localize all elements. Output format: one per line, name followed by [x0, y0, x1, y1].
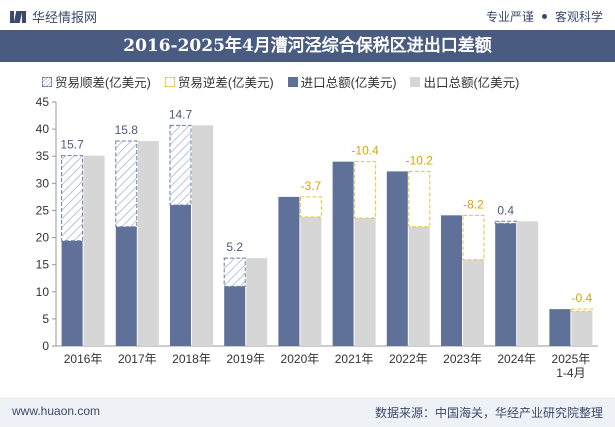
balance-data-label: -8.2 — [463, 197, 484, 211]
balance-data-label: 15.8 — [115, 123, 139, 137]
y-tick-label: 35 — [36, 149, 50, 163]
balance-data-label: -3.7 — [301, 179, 322, 193]
import-bar — [170, 205, 191, 346]
brand: 华经情报网 — [10, 7, 97, 26]
surplus-bar — [115, 140, 138, 228]
brand-name: 华经情报网 — [32, 10, 98, 25]
balance-data-label: 14.7 — [169, 107, 193, 121]
title-bar: 2016-2025年4月漕河泾综合保税区进出口差额 — [0, 30, 615, 62]
y-tick-label: 40 — [36, 122, 50, 136]
footer-source: 数据来源：中国海关，华经产业研究院整理 — [374, 406, 603, 420]
footer-site-link[interactable]: www.huaon.com — [12, 404, 101, 418]
x-tick-label: 2018年 — [172, 352, 211, 366]
x-tick-label: 2024年 — [497, 352, 536, 366]
balance-data-label: -10.4 — [351, 144, 379, 158]
legend-item-import: 进口总额(亿美元) — [287, 72, 397, 91]
huajing-logo-icon — [10, 9, 26, 25]
deficit-bar — [462, 214, 485, 261]
legend-item-deficit: 贸易逆差(亿美元) — [164, 72, 274, 91]
x-tick-label: 2019年 — [226, 352, 265, 366]
x-tick-label: 1-4月 — [556, 366, 585, 380]
legend-label-deficit: 贸易逆差(亿美元) — [177, 76, 274, 90]
y-tick-label: 10 — [36, 285, 50, 299]
surplus-bar — [223, 257, 246, 287]
legend-swatch-export — [410, 76, 421, 87]
export-bar — [246, 258, 268, 346]
x-tick-label: 2017年 — [118, 352, 157, 366]
balance-data-label: 5.2 — [226, 240, 243, 254]
y-tick-label: 25 — [36, 203, 50, 217]
y-tick-label: 0 — [42, 339, 49, 353]
balance-data-label: 15.7 — [60, 138, 84, 152]
balance-data-label: 0.4 — [497, 203, 514, 217]
x-tick-label: 2023年 — [443, 352, 482, 366]
export-bar — [300, 216, 322, 346]
footer-bar: www.huaon.com 数据来源：中国海关，华经产业研究院整理 — [0, 397, 615, 427]
legend-item-surplus: 贸易顺差(亿美元) — [42, 72, 151, 91]
import-bar — [278, 196, 300, 346]
top-bar: 华经情报网 专业严谨 客观科学 — [0, 0, 615, 30]
import-bar — [386, 171, 408, 346]
y-tick-label: 30 — [36, 176, 50, 190]
import-bar — [115, 226, 137, 346]
balance-data-label: -0.4 — [572, 291, 593, 305]
y-tick-label: 45 — [36, 95, 50, 109]
import-bar — [549, 309, 571, 346]
y-tick-label: 5 — [42, 312, 49, 326]
export-bar — [354, 218, 376, 346]
slogan-tag-2: 客观科学 — [554, 10, 603, 24]
import-bar — [61, 240, 83, 346]
x-tick-label: 2020年 — [281, 352, 320, 366]
export-bar — [137, 141, 159, 346]
x-tick-label: 2016年 — [64, 352, 103, 366]
surplus-bar — [61, 155, 84, 242]
bar-chart: 0 5 10 15 20 25 30 35 40 45 2016年 2017年 2018年 2019年 20… — [36, 95, 598, 380]
slogan: 专业严谨 客观科学 — [486, 8, 603, 25]
x-tick-label: 2022年 — [389, 352, 428, 366]
deficit-bar — [354, 161, 377, 219]
export-bar — [463, 259, 484, 346]
slogan-tag-1: 专业严谨 — [485, 10, 534, 24]
export-bar — [571, 311, 593, 346]
import-bar — [332, 161, 354, 346]
deficit-bar — [299, 196, 322, 218]
export-bar — [517, 221, 539, 346]
import-bar — [441, 215, 462, 346]
legend-swatch-surplus — [42, 76, 52, 87]
legend-label-import: 进口总额(亿美元) — [300, 76, 397, 90]
legend-label-export: 出口总额(亿美元) — [423, 76, 520, 90]
legend-label-surplus: 贸易顺差(亿美元) — [55, 76, 151, 90]
surplus-bar — [494, 220, 517, 224]
export-bar — [192, 125, 213, 346]
legend-swatch-import — [287, 76, 298, 87]
bullet-dot-icon — [541, 14, 547, 19]
surplus-bar — [169, 124, 192, 206]
y-tick-label: 20 — [36, 231, 50, 245]
balance-data-label: -10.2 — [406, 153, 434, 167]
import-bar — [224, 286, 246, 346]
import-bar — [495, 223, 517, 346]
x-tick-label: 2025年 — [552, 352, 591, 366]
y-tick-label: 15 — [36, 258, 50, 272]
legend-swatch-deficit — [164, 76, 175, 87]
chart-title: 2016-2025年4月漕河泾综合保税区进出口差额 — [123, 36, 492, 56]
export-bar — [408, 226, 430, 346]
deficit-bar — [570, 308, 593, 312]
legend-item-export: 出口总额(亿美元) — [410, 72, 519, 91]
chart-legend: 贸易顺差(亿美元) 贸易逆差(亿美元) 进口总额(亿美元) 出口总额(亿美元) — [42, 72, 519, 91]
x-tick-label: 2021年 — [335, 352, 374, 366]
export-bar — [83, 155, 105, 346]
deficit-bar — [408, 170, 431, 228]
